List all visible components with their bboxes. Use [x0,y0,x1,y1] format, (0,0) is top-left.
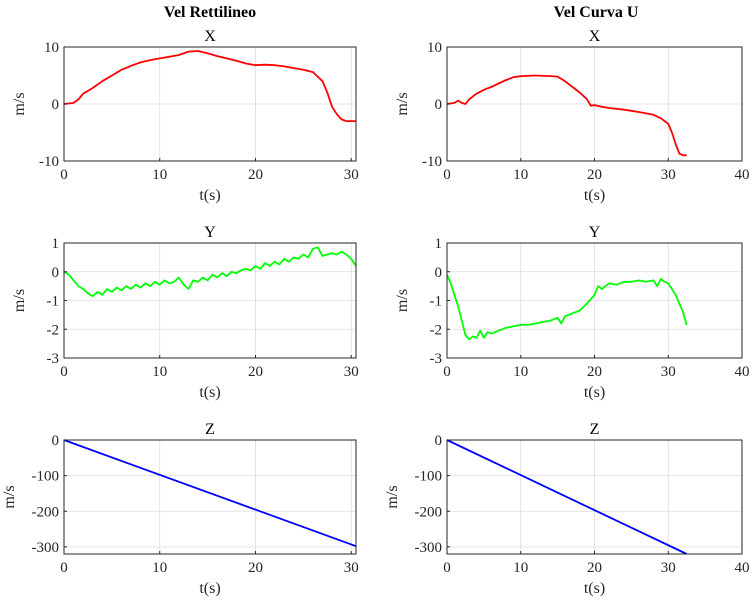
x-axis-label: t(s) [199,384,220,401]
subplot-title: Y [204,224,216,241]
x-tick-label: 30 [344,364,359,380]
x-tick-label: 40 [735,560,750,576]
x-tick-label: 0 [60,167,68,183]
y-tick-label: 0 [435,97,443,113]
x-tick-label: 30 [661,364,676,380]
x-tick-label: 40 [735,167,750,183]
y-tick-label: 0 [52,433,60,449]
y-tick-label: -200 [32,504,60,520]
x-tick-label: 10 [152,364,167,380]
subplot-title: Y [589,224,601,241]
x-tick-label: 0 [60,560,68,576]
y-tick-label: 1 [435,236,443,252]
y-tick-label: -2 [47,322,60,338]
series-line [446,439,688,555]
x-tick-label: 30 [344,167,359,183]
subplot-6: 0 10 20 30 40 -300 -200 -100 0 Zt(s) m/s [384,421,750,597]
y-tick-label: 0 [435,265,443,281]
subplot-title: Z [205,421,215,438]
subplot-4: 0 10 20 30 40 -3 -2 -1 0 1 Yt(s) m/s [394,224,750,401]
x-tick-label: 10 [513,560,528,576]
x-tick-label: 0 [443,364,451,380]
column-title-left: Vel Rettilineo [164,4,256,21]
series-line [63,439,357,548]
subplot-5: 0 10 20 30 -300 -200 -100 0 Zt(s) m/s [1,421,359,597]
x-tick-label: 20 [248,560,263,576]
subplot-title: X [204,28,216,45]
y-tick-label: -1 [430,294,443,310]
subplot-title: Z [590,421,600,438]
y-tick-label: 0 [52,97,60,113]
column-title-right: Vel Curva U [554,4,639,21]
x-axis-label: t(s) [199,187,220,204]
y-tick-label: -200 [415,504,443,520]
x-tick-label: 20 [248,167,263,183]
y-tick-label: -100 [415,469,443,485]
y-tick-label: -300 [32,540,60,556]
y-tick-label: 1 [52,236,60,252]
axes-frame [63,439,357,555]
subplot-title: X [589,28,601,45]
series-line [446,274,688,341]
y-tick-label: 0 [435,433,443,449]
x-tick-label: 20 [587,364,602,380]
y-tick-label: -3 [430,351,443,367]
x-tick-label: 30 [661,560,676,576]
x-tick-label: 0 [443,560,451,576]
y-tick-label: -3 [47,351,60,367]
y-axis-label: m/s [11,92,28,115]
series-line [446,74,687,157]
x-tick-label: 0 [60,364,68,380]
y-tick-label: 10 [44,40,59,56]
x-axis-label: t(s) [584,580,605,597]
x-tick-label: 20 [248,364,263,380]
x-tick-label: 30 [344,560,359,576]
y-tick-label: 0 [52,265,60,281]
x-axis-label: t(s) [584,384,605,401]
series-line [63,50,356,122]
x-tick-label: 0 [443,167,451,183]
x-tick-label: 40 [735,364,750,380]
y-axis-label: m/s [394,92,411,115]
x-axis-label: t(s) [584,187,605,204]
y-tick-label: -100 [32,469,60,485]
x-tick-label: 20 [587,560,602,576]
x-tick-label: 10 [152,167,167,183]
y-tick-label: 10 [427,40,442,56]
x-tick-label: 10 [152,560,167,576]
y-axis-label: m/s [1,485,18,508]
y-tick-label: -300 [415,540,443,556]
y-tick-label: -1 [47,294,60,310]
subplot-3: 0 10 20 30 -3 -2 -1 0 1 Yt(s) m/s [11,224,359,401]
x-tick-label: 10 [513,364,528,380]
y-tick-label: -10 [422,154,442,170]
y-tick-label: -10 [39,154,59,170]
y-axis-label: m/s [384,485,401,508]
x-tick-label: 10 [513,167,528,183]
series-line [63,246,357,298]
y-tick-label: -2 [430,322,443,338]
x-tick-label: 20 [587,167,602,183]
x-axis-label: t(s) [199,580,220,597]
x-tick-label: 30 [661,167,676,183]
y-axis-label: m/s [394,289,411,312]
y-axis-label: m/s [11,289,28,312]
